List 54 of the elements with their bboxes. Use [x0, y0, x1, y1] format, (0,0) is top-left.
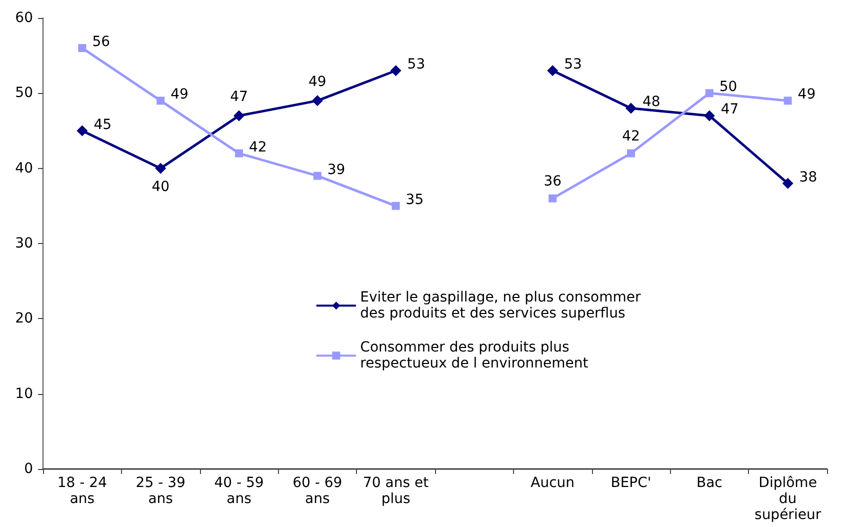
data-label: 47 — [720, 102, 739, 118]
data-label: 49 — [308, 74, 326, 90]
data-label: 42 — [249, 139, 267, 156]
data-label: 53 — [407, 56, 426, 73]
data-label: 48 — [642, 94, 660, 110]
y-tick-label: 30 — [15, 236, 33, 252]
x-tick-label: Diplôme du supérieur — [754, 475, 822, 523]
data-label: 40 — [152, 178, 170, 195]
data-label: 53 — [564, 56, 582, 73]
point — [78, 44, 86, 52]
y-tick-label: 0 — [24, 461, 33, 477]
point — [548, 194, 557, 202]
point — [782, 178, 794, 189]
point — [627, 149, 635, 158]
point — [234, 110, 244, 122]
point — [705, 89, 714, 98]
x-tick-label: 18 - 24 ans — [57, 475, 108, 507]
y-tick-label: 60 — [15, 10, 33, 26]
y-tick-label: 40 — [15, 160, 33, 176]
y-tick-label: 20 — [15, 310, 33, 327]
point — [156, 96, 165, 105]
point — [784, 96, 792, 105]
point — [76, 125, 88, 136]
legend-label: Eviter le gaspillage, ne plus consommer des produits et des services superflus — [360, 290, 646, 322]
data-label: 50 — [719, 79, 738, 96]
point — [392, 202, 400, 210]
x-tick-label: 60 - 69 ans — [292, 475, 342, 507]
point — [155, 162, 166, 174]
x-tick-label: 25 - 39 ans — [136, 475, 186, 507]
x-tick-label: Bac — [696, 475, 722, 491]
data-label: 38 — [799, 169, 818, 186]
x-tick-label: Aucun — [530, 475, 575, 491]
data-label: 45 — [94, 116, 112, 133]
point — [704, 110, 715, 122]
x-tick-label: 40 - 59 ans — [214, 475, 264, 507]
data-label: 56 — [92, 34, 110, 50]
data-label: 35 — [406, 192, 424, 208]
point — [626, 102, 636, 114]
point — [547, 65, 558, 76]
data-label: 42 — [622, 128, 640, 144]
data-label: 47 — [230, 89, 248, 106]
data-label: 36 — [544, 173, 562, 190]
y-tick-label: 10 — [15, 386, 33, 402]
x-tick-label: 70 ans et plus — [363, 475, 430, 507]
x-tick-label: BEPC' — [610, 475, 652, 491]
point — [312, 95, 323, 106]
data-label: 49 — [170, 86, 188, 103]
point — [313, 172, 322, 180]
data-label: 39 — [327, 162, 346, 178]
legend-label: Consommer des produits plus respectueux de l environnement — [360, 340, 589, 372]
data-label: 49 — [798, 86, 816, 103]
point — [390, 65, 402, 76]
y-tick-label: 50 — [15, 85, 33, 102]
point — [235, 149, 243, 158]
